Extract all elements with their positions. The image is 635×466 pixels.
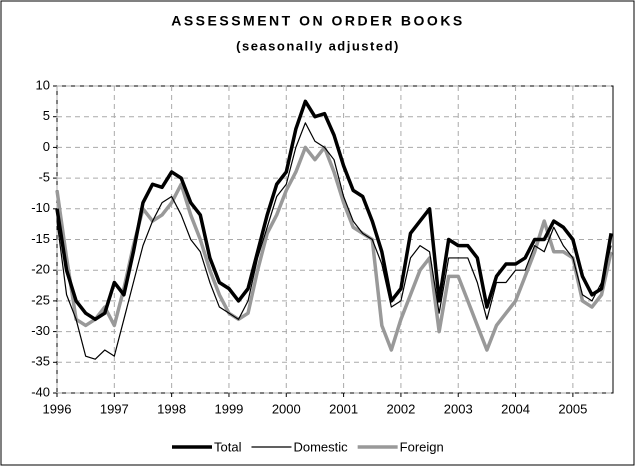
y-tick-label: -5 xyxy=(38,170,50,185)
x-tick-label: 2000 xyxy=(272,401,301,416)
x-tick-label: 1999 xyxy=(214,401,243,416)
x-tick-label: 2005 xyxy=(558,401,587,416)
x-tick-label: 2004 xyxy=(501,401,530,416)
x-tick-label: 2002 xyxy=(386,401,415,416)
chart-subtitle: (seasonally adjusted) xyxy=(236,38,400,53)
y-tick-label: 5 xyxy=(43,108,50,123)
series-line xyxy=(55,99,613,322)
y-tick-label: -10 xyxy=(31,200,50,215)
series-line xyxy=(55,145,613,352)
y-tick-label: 10 xyxy=(36,77,50,92)
x-tick-label: 1997 xyxy=(100,401,129,416)
y-tick-label: -35 xyxy=(31,354,50,369)
y-tick-label: -40 xyxy=(31,384,50,399)
y-tick-label: -15 xyxy=(31,231,50,246)
y-tick-label: 0 xyxy=(43,139,50,154)
x-tick-label: 1996 xyxy=(43,401,72,416)
y-tick-label: -30 xyxy=(31,323,50,338)
chart-title: ASSESSMENT ON ORDER BOOKS xyxy=(171,13,465,29)
x-tick-label: 2003 xyxy=(444,401,473,416)
x-tick-label: 2001 xyxy=(329,401,358,416)
legend-label: Foreign xyxy=(400,439,444,454)
legend-label: Total xyxy=(214,439,242,454)
y-tick-label: -25 xyxy=(31,292,50,307)
series-line xyxy=(56,122,612,360)
legend-label: Domestic xyxy=(293,439,348,454)
x-tick-label: 1998 xyxy=(157,401,186,416)
y-tick-label: -20 xyxy=(31,262,50,277)
